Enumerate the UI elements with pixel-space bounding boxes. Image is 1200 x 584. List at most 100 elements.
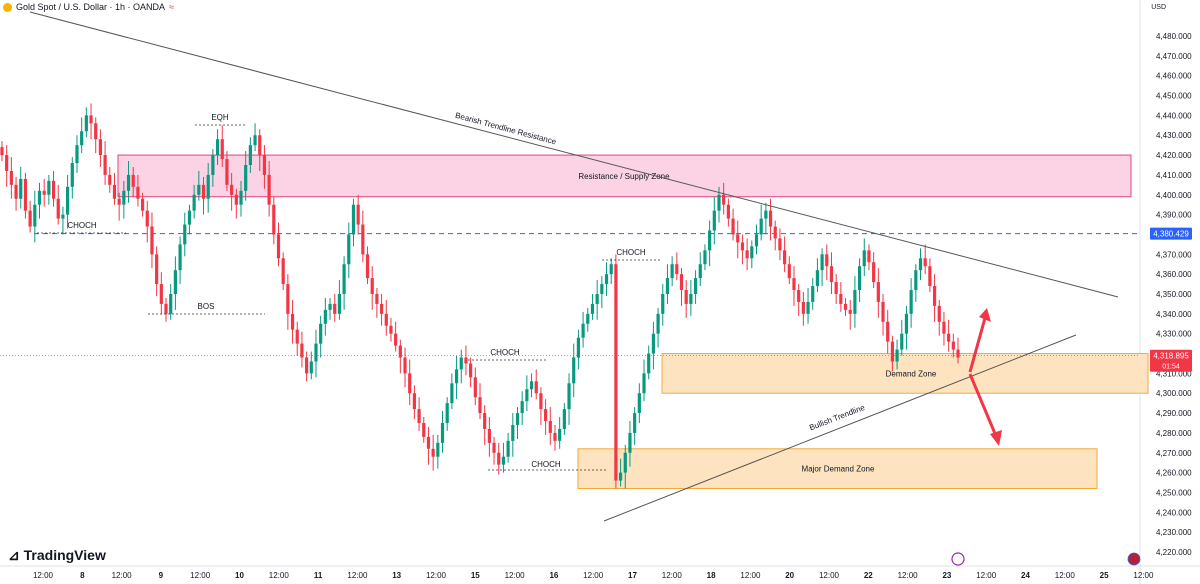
candle-body xyxy=(450,383,454,404)
candle-body xyxy=(384,313,388,326)
candle-body xyxy=(389,325,393,334)
y-tick-label: 4,360.000 xyxy=(1156,270,1192,279)
candle-body xyxy=(492,442,496,453)
candle-body xyxy=(122,190,126,205)
candle-body xyxy=(361,224,365,255)
candle-body xyxy=(150,226,154,255)
candle-body xyxy=(797,290,801,302)
y-tick-label: 4,280.000 xyxy=(1156,429,1192,438)
annotations-layer: EQH CHOCH BOS CHOCH CHOCH CHOCH xyxy=(37,113,662,471)
candle-body xyxy=(904,313,909,334)
candle-body xyxy=(811,286,815,302)
x-tick-label: 12:00 xyxy=(190,571,211,580)
candle-body xyxy=(684,290,688,304)
candle-body xyxy=(351,204,356,235)
candle-body xyxy=(262,155,267,175)
candle-body xyxy=(225,159,229,185)
candle-body xyxy=(909,290,913,314)
candle-body xyxy=(515,413,520,425)
candle-body xyxy=(717,194,721,211)
arrow-down-head xyxy=(990,430,1002,446)
candle-body xyxy=(942,321,946,334)
x-tick-label: 12:00 xyxy=(33,571,54,580)
candle-body xyxy=(693,278,698,294)
candle-body xyxy=(473,377,477,398)
price-badges: 4,380.429 4,318.895 01:54 xyxy=(1150,227,1192,372)
candle-body xyxy=(614,264,618,481)
candle-body xyxy=(642,373,646,394)
candle-body xyxy=(487,428,491,443)
candle-body xyxy=(23,178,28,211)
candle-body xyxy=(66,186,70,215)
y-tick-label: 4,460.000 xyxy=(1156,72,1192,81)
candle-body xyxy=(412,393,416,410)
candle-body xyxy=(187,210,192,225)
candle-body xyxy=(745,250,749,259)
candle-body xyxy=(478,397,482,414)
zone-label: Resistance / Supply Zone xyxy=(578,172,670,181)
candle-body xyxy=(319,323,323,344)
candle-body xyxy=(651,333,655,354)
candle-body xyxy=(0,147,4,156)
candle-body xyxy=(159,284,163,304)
candle-body xyxy=(731,218,735,235)
candle-body xyxy=(183,224,187,245)
candle-body xyxy=(511,424,515,441)
candle-body xyxy=(333,303,337,314)
candle-body xyxy=(272,204,276,235)
candle-body xyxy=(722,194,726,205)
candle-body xyxy=(164,303,168,314)
candle-body xyxy=(19,178,23,199)
y-tick-label: 4,470.000 xyxy=(1156,52,1192,61)
x-tick-label: 12:00 xyxy=(112,571,133,580)
candle-body xyxy=(708,230,712,251)
candle-body xyxy=(436,442,440,457)
candle-body xyxy=(323,309,327,324)
candle-body xyxy=(848,309,852,314)
candle-body xyxy=(843,303,848,310)
candle-body xyxy=(51,180,56,199)
candle-body xyxy=(80,131,84,146)
candle-body xyxy=(956,349,960,358)
projection-arrows xyxy=(951,308,1141,566)
candle-body xyxy=(281,258,285,285)
candle-body xyxy=(37,190,42,205)
candle-body xyxy=(932,286,937,306)
candle-body xyxy=(764,210,768,219)
arrow-up-line xyxy=(968,317,987,373)
candle-body xyxy=(365,254,370,279)
chart-title[interactable]: Gold Spot / U.S. Dollar · 1h · OANDA ≈ xyxy=(3,2,174,12)
y-tick-label: 4,290.000 xyxy=(1156,409,1192,418)
candle-body xyxy=(201,184,206,199)
x-tick-label: 18 xyxy=(707,571,716,580)
candle-body xyxy=(951,341,955,350)
candle-body xyxy=(403,357,407,374)
candle-body xyxy=(9,170,13,185)
candle-body xyxy=(572,357,576,384)
y-tick-label: 4,370.000 xyxy=(1156,250,1192,259)
candle-body xyxy=(230,184,234,195)
candle-body xyxy=(28,210,32,227)
candle-body xyxy=(173,270,177,294)
candle-body xyxy=(740,242,745,251)
time-axis[interactable]: 12:00 8 12:00 9 12:00 10 12:00 11 12:00 13 12:00 15… xyxy=(33,571,1154,580)
candle-body xyxy=(244,165,248,191)
x-tick-label: 9 xyxy=(159,571,164,580)
candle-body xyxy=(464,357,468,364)
zones-layer: Resistance / Supply Zone Demand Zone Major… xyxy=(117,154,1149,489)
countdown-text: 01:54 xyxy=(1162,364,1180,371)
y-tick-label: 4,270.000 xyxy=(1156,449,1192,458)
candle-body xyxy=(886,321,890,342)
candle-body xyxy=(258,135,262,156)
currency-label[interactable]: USD xyxy=(1151,4,1166,11)
y-tick-label: 4,250.000 xyxy=(1156,488,1192,497)
candle-body xyxy=(544,409,548,422)
arrow-up-head xyxy=(979,308,991,322)
candle-body xyxy=(112,184,117,199)
x-tick-label: 17 xyxy=(628,571,637,580)
candle-body xyxy=(914,270,918,291)
candle-body xyxy=(689,294,693,304)
candle-body xyxy=(562,409,566,429)
y-tick-label: 4,480.000 xyxy=(1156,32,1192,41)
